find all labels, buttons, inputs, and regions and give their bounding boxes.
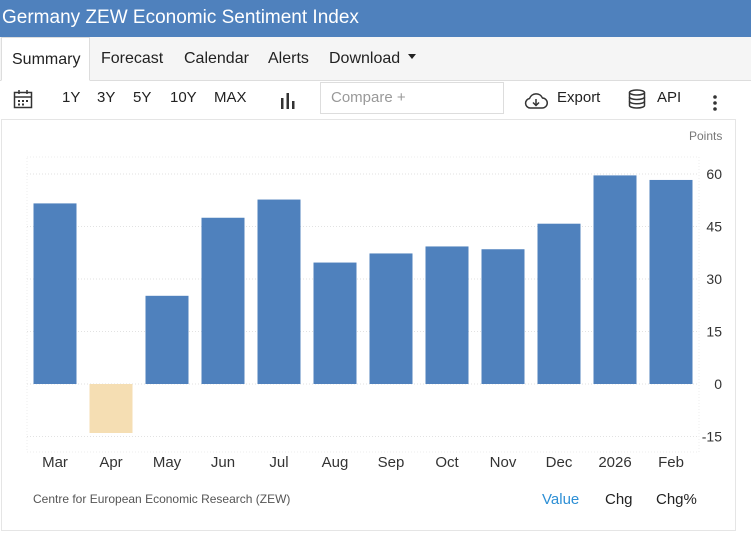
bar[interactable] [425, 246, 469, 384]
y-tick-label: 0 [714, 376, 722, 392]
tab-calendar[interactable]: Calendar [184, 50, 249, 67]
chart-panel [1, 119, 736, 531]
mode-chg[interactable]: Chg [605, 491, 633, 508]
tab-download[interactable]: Download [329, 37, 417, 81]
toolbar: 1Y 3Y 5Y 10Y MAX Export API [0, 81, 751, 119]
bar[interactable] [593, 175, 637, 384]
x-tick-label: Apr [99, 454, 122, 471]
x-tick-label: Jun [211, 454, 235, 471]
x-tick-label: Aug [322, 454, 349, 471]
bar[interactable] [145, 295, 189, 384]
bar[interactable] [257, 199, 301, 384]
tab-alerts[interactable]: Alerts [268, 50, 309, 67]
plot-area [26, 156, 700, 453]
more-options-icon[interactable] [713, 90, 717, 128]
header-bar: Germany ZEW Economic Sentiment Index [0, 0, 751, 37]
bar[interactable] [33, 203, 77, 384]
bar[interactable] [369, 253, 413, 384]
database-icon[interactable] [628, 88, 646, 126]
range-10y[interactable]: 10Y [170, 89, 197, 106]
export-button[interactable]: Export [557, 89, 601, 106]
range-1y[interactable]: 1Y [62, 89, 81, 106]
compare-input[interactable]: Compare + [320, 82, 504, 114]
x-tick-label: Mar [42, 454, 68, 471]
page-title: Germany ZEW Economic Sentiment Index [2, 7, 359, 28]
range-5y[interactable]: 5Y [133, 89, 152, 106]
y-tick-label: -15 [702, 429, 722, 445]
bar[interactable] [537, 223, 581, 384]
mode-value[interactable]: Value [542, 491, 580, 508]
y-tick-label: 45 [706, 219, 722, 235]
bar[interactable] [201, 217, 245, 384]
chart-type-icon[interactable] [280, 89, 296, 127]
chevron-down-icon [408, 54, 417, 60]
x-tick-label: Sep [378, 454, 405, 471]
x-tick-label: Oct [435, 454, 459, 471]
range-max[interactable]: MAX [214, 89, 247, 106]
x-tick-label: May [153, 454, 182, 471]
api-button[interactable]: API [657, 89, 682, 106]
calendar-icon[interactable] [13, 88, 33, 126]
mode-chg-pct[interactable]: Chg% [656, 491, 697, 508]
unit-label: Points [689, 129, 723, 143]
x-tick-label: Dec [546, 454, 573, 471]
bar[interactable] [313, 262, 357, 384]
y-tick-label: 60 [706, 166, 722, 182]
x-tick-label: 2026 [598, 454, 631, 471]
source-note: Centre for European Economic Research (Z… [33, 492, 291, 506]
tab-bar: Summary Forecast Calendar Alerts Downloa… [0, 37, 751, 81]
bar[interactable] [89, 384, 133, 433]
bar[interactable] [481, 249, 525, 384]
x-tick-label: Feb [658, 454, 684, 471]
tab-summary[interactable]: Summary [1, 37, 90, 81]
y-tick-label: 30 [706, 271, 722, 287]
y-tick-label: 15 [706, 324, 722, 340]
bar[interactable] [649, 179, 693, 384]
x-tick-label: Nov [490, 454, 517, 471]
x-tick-label: Jul [269, 454, 288, 471]
tab-forecast[interactable]: Forecast [101, 50, 164, 67]
cloud-download-icon[interactable] [524, 89, 548, 127]
range-3y[interactable]: 3Y [97, 89, 116, 106]
